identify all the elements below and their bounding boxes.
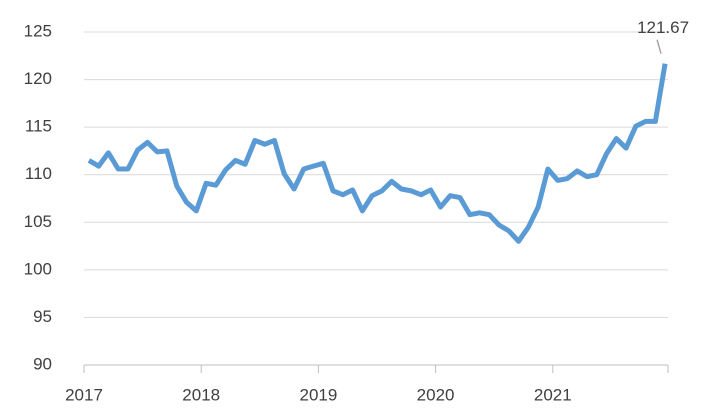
y-tick-label: 90 [33, 354, 52, 373]
x-tick-label: 2021 [534, 385, 572, 404]
x-tick-label: 2017 [65, 385, 103, 404]
y-tick-label: 125 [24, 21, 52, 40]
x-tick-label: 2019 [299, 385, 337, 404]
y-tick-label: 120 [24, 69, 52, 88]
label-leader [656, 39, 662, 54]
y-tick-label: 110 [25, 164, 52, 183]
line-series [87, 63, 668, 244]
y-tick-label: 100 [24, 259, 52, 278]
data-label: 121.67 [637, 18, 689, 37]
y-tick-label: 105 [24, 212, 52, 231]
y-tick-label: 115 [25, 117, 52, 136]
x-tick-label: 2020 [417, 385, 455, 404]
y-tick-label: 95 [33, 307, 52, 326]
x-tick-label: 2018 [182, 385, 220, 404]
